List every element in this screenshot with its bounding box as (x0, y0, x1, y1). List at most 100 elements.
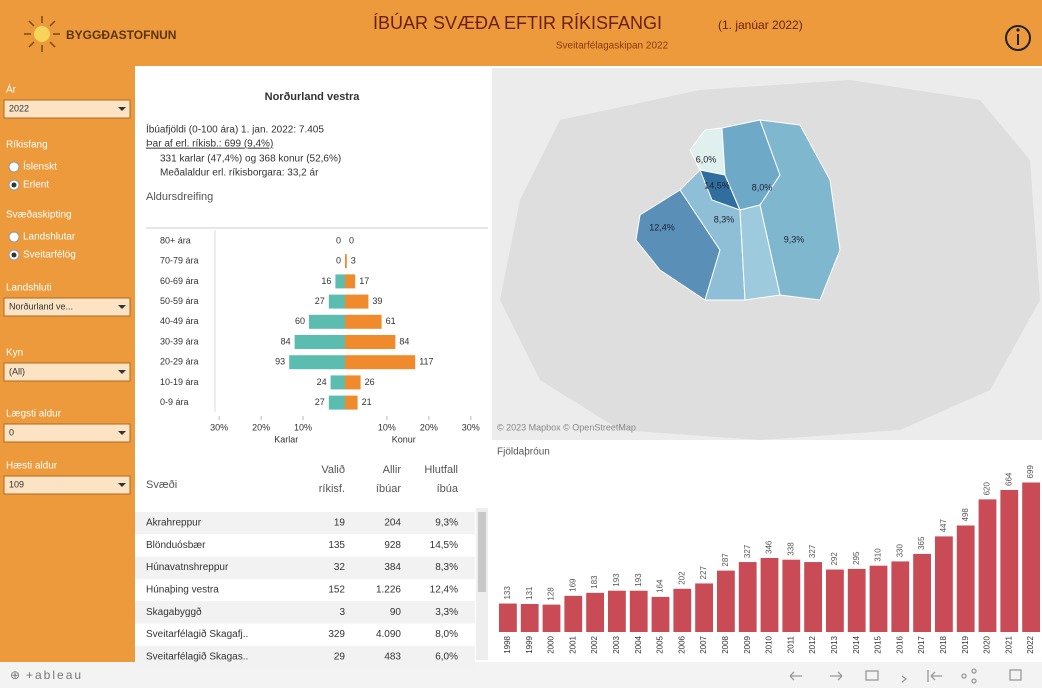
data-label: 338 (786, 542, 795, 556)
table-cell: 29 (334, 651, 346, 662)
bar (542, 604, 561, 632)
tableau-brand[interactable]: +ableau (26, 668, 83, 682)
bar (1022, 482, 1040, 632)
table-cell: 8,0% (435, 629, 458, 640)
data-label: 287 (721, 553, 730, 567)
dropdown[interactable] (3, 99, 131, 119)
x-tick-label: 2004 (634, 635, 643, 653)
category-label: 20-29 ára (160, 357, 199, 367)
bar (673, 588, 692, 632)
data-label: 128 (547, 587, 556, 601)
dropdown-arrow (118, 107, 126, 111)
x-tick-label: 2019 (961, 635, 970, 653)
table-cell: 8,3% (435, 562, 458, 573)
bar (328, 294, 345, 309)
data-label: 60 (295, 316, 305, 326)
table-cell: 14,5% (430, 540, 458, 551)
table-cell: 3,3% (435, 607, 458, 618)
chart-title: Fjöldaþróun (497, 447, 550, 458)
title: ÍBÚAR SVÆÐA EFTIR RÍKISFANGI (373, 12, 662, 33)
bar (869, 565, 888, 632)
table-cell: 4.090 (376, 629, 401, 640)
data-label: 27 (315, 397, 325, 407)
dropdown[interactable] (3, 362, 131, 382)
table-cell: 6,0% (435, 651, 458, 662)
dropdown-value: Norðurland ve... (9, 301, 73, 311)
data-label: 61 (386, 316, 396, 326)
table-header: Svæði (146, 479, 177, 491)
data-label: 620 (983, 481, 992, 495)
map-label: 8,0% (752, 182, 773, 192)
table-cell: Húnavatnshreppur (146, 562, 229, 573)
table-cell: Akrahreppur (146, 518, 202, 529)
category-label: 50-59 ára (160, 296, 199, 306)
table-cell: 384 (384, 562, 401, 573)
x-tick-label: 2022 (1026, 635, 1035, 653)
table-cell: 204 (384, 518, 401, 529)
table-row-bg (135, 556, 475, 579)
dropdown-value: 0 (9, 427, 14, 437)
map-label: 9,3% (784, 234, 805, 244)
bar (956, 525, 975, 632)
x-tick-label: 2011 (786, 635, 795, 653)
dropdown[interactable] (3, 423, 131, 443)
data-label: 202 (677, 571, 686, 585)
data-label: 0 (336, 235, 341, 245)
data-label: 330 (895, 544, 904, 558)
data-label: 227 (699, 566, 708, 580)
bar (978, 499, 997, 632)
x-tick-label: 2003 (612, 635, 621, 653)
data-label: 310 (874, 548, 883, 562)
scroll-thumb[interactable] (478, 512, 486, 592)
radio[interactable] (8, 161, 20, 173)
x-tick-label: 2017 (917, 635, 926, 653)
table-cell: 928 (384, 540, 401, 551)
x-tick-label: 30% (462, 422, 480, 432)
bar (345, 335, 396, 349)
data-label: 0 (349, 235, 354, 245)
bar (520, 603, 539, 632)
table-header: Hlutfall íbúa (424, 464, 458, 495)
bar (345, 274, 356, 289)
bar (913, 553, 931, 632)
x-tick-label: 2020 (983, 635, 992, 653)
dropdown-arrow (118, 483, 126, 487)
dropdown[interactable] (3, 475, 131, 495)
x-tick-label: 10% (378, 422, 396, 432)
data-label: 117 (419, 357, 433, 367)
data-label: 131 (525, 586, 534, 600)
filter-label: Kyn (6, 348, 23, 359)
radio[interactable] (8, 231, 20, 243)
table-cell: Blönduósbær (146, 540, 206, 551)
toolbar[interactable] (789, 668, 1022, 684)
bar (1000, 489, 1019, 632)
x-tick-label: 2021 (1004, 635, 1013, 653)
x-tick-label: 2013 (830, 635, 839, 653)
table-cell: 9,3% (435, 518, 458, 529)
map-label: 8,3% (714, 214, 735, 224)
title-date: (1. janúar 2022) (718, 18, 803, 32)
summary-line: 331 karlar (47,4%) og 368 konur (52,6%) (160, 154, 341, 165)
table-header: Valið ríkisf. (319, 464, 345, 495)
x-tick-label: 2000 (547, 635, 556, 653)
x-tick-label: 2008 (721, 635, 730, 653)
data-label: 21 (362, 397, 372, 407)
axis-title: Konur (392, 434, 416, 444)
x-tick-label: 2001 (568, 635, 577, 653)
table-cell: 90 (390, 607, 402, 618)
data-label: 93 (275, 357, 285, 367)
bar (804, 562, 822, 632)
dropdown-value: (All) (9, 366, 25, 376)
x-tick-label: 20% (252, 422, 270, 432)
bar (826, 569, 844, 632)
bar (717, 570, 735, 632)
dropdown[interactable] (3, 297, 131, 317)
table-header: Allir íbúar (376, 464, 401, 495)
x-tick-label: 10% (294, 422, 312, 432)
data-label: 16 (321, 276, 331, 286)
info-button[interactable] (1005, 25, 1031, 51)
category-label: 30-39 ára (160, 336, 199, 346)
data-label: 39 (372, 296, 382, 306)
data-label: 27 (315, 296, 325, 306)
bar (847, 568, 866, 632)
